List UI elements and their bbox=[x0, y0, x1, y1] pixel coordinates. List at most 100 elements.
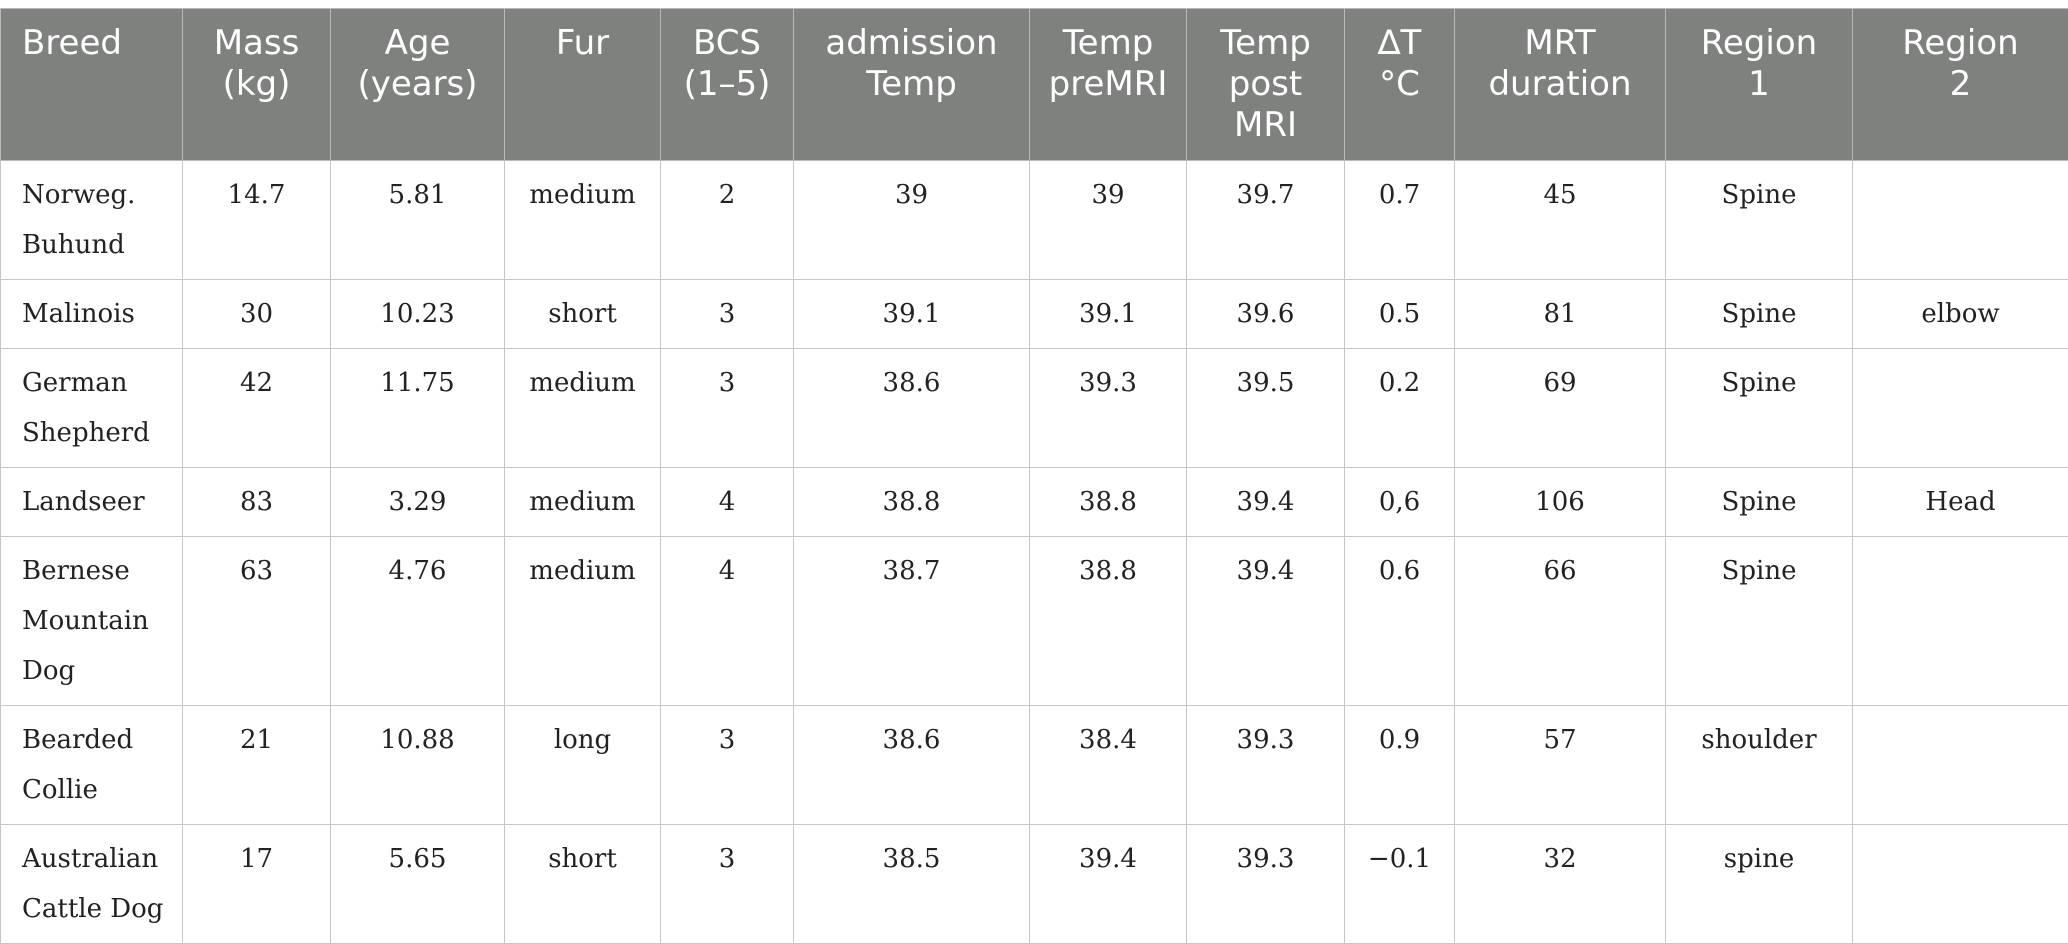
table-cell-temp-postmri: 39.3 bbox=[1187, 825, 1345, 944]
table-cell-breed: German Shepherd bbox=[1, 349, 183, 468]
table-cell-bcs: 3 bbox=[661, 280, 794, 349]
table-cell-mrt-duration: 32 bbox=[1455, 825, 1666, 944]
table-cell-bcs: 4 bbox=[661, 468, 794, 537]
table-cell-region-1: shoulder bbox=[1666, 706, 1853, 825]
column-header-age: Age (years) bbox=[331, 9, 505, 161]
table-cell-temp-premri: 38.8 bbox=[1030, 468, 1187, 537]
table-cell-fur: short bbox=[505, 280, 661, 349]
table-cell-temp-postmri: 39.5 bbox=[1187, 349, 1345, 468]
table-cell-region-1: Spine bbox=[1666, 349, 1853, 468]
table-cell-region-1: spine bbox=[1666, 825, 1853, 944]
table-cell-admission-temp: 39.1 bbox=[794, 280, 1030, 349]
column-header-temp-postmri: Temp post MRI bbox=[1187, 9, 1345, 161]
table-cell-temp-postmri: 39.3 bbox=[1187, 706, 1345, 825]
table-cell-delta-t: 0.2 bbox=[1345, 349, 1455, 468]
table-cell-region-2 bbox=[1853, 161, 2068, 280]
table-cell-breed: Landseer bbox=[1, 468, 183, 537]
table-cell-delta-t: −0.1 bbox=[1345, 825, 1455, 944]
column-header-delta-t: ∆T °C bbox=[1345, 9, 1455, 161]
column-header-temp-premri: Temp preMRI bbox=[1030, 9, 1187, 161]
table-cell-region-2 bbox=[1853, 537, 2068, 706]
table-cell-delta-t: 0.7 bbox=[1345, 161, 1455, 280]
table-cell-bcs: 4 bbox=[661, 537, 794, 706]
table-cell-mass: 21 bbox=[183, 706, 331, 825]
table-cell-region-1: Spine bbox=[1666, 537, 1853, 706]
table-cell-delta-t: 0.9 bbox=[1345, 706, 1455, 825]
table-cell-age: 10.23 bbox=[331, 280, 505, 349]
table-cell-breed: Malinois bbox=[1, 280, 183, 349]
table-cell-region-1: Spine bbox=[1666, 468, 1853, 537]
table-cell-age: 5.81 bbox=[331, 161, 505, 280]
table-cell-fur: medium bbox=[505, 349, 661, 468]
table-cell-mass: 83 bbox=[183, 468, 331, 537]
table-cell-age: 10.88 bbox=[331, 706, 505, 825]
table-cell-temp-premri: 39.3 bbox=[1030, 349, 1187, 468]
table-cell-admission-temp: 39 bbox=[794, 161, 1030, 280]
table-cell-age: 5.65 bbox=[331, 825, 505, 944]
column-header-mrt-duration: MRT duration bbox=[1455, 9, 1666, 161]
table-cell-breed: Bernese Mountain Dog bbox=[1, 537, 183, 706]
table-cell-mrt-duration: 69 bbox=[1455, 349, 1666, 468]
table-cell-fur: medium bbox=[505, 537, 661, 706]
column-header-bcs: BCS (1–5) bbox=[661, 9, 794, 161]
table-cell-breed: Australian Cattle Dog bbox=[1, 825, 183, 944]
column-header-mass: Mass (kg) bbox=[183, 9, 331, 161]
table-cell-breed: Norweg. Buhund bbox=[1, 161, 183, 280]
table-cell-age: 4.76 bbox=[331, 537, 505, 706]
table-cell-region-2: Head bbox=[1853, 468, 2068, 537]
header-row: Breed Mass (kg) Age (years) Fur BCS (1–5… bbox=[1, 9, 2068, 161]
table-cell-region-2 bbox=[1853, 706, 2068, 825]
table-cell-mrt-duration: 57 bbox=[1455, 706, 1666, 825]
table-cell-region-2 bbox=[1853, 825, 2068, 944]
table-cell-bcs: 3 bbox=[661, 706, 794, 825]
table-cell-temp-premri: 38.8 bbox=[1030, 537, 1187, 706]
table-cell-region-1: Spine bbox=[1666, 161, 1853, 280]
table-cell-age: 3.29 bbox=[331, 468, 505, 537]
table-cell-temp-premri: 39.1 bbox=[1030, 280, 1187, 349]
table-cell-temp-postmri: 39.6 bbox=[1187, 280, 1345, 349]
column-header-breed: Breed bbox=[1, 9, 183, 161]
table-cell-bcs: 3 bbox=[661, 825, 794, 944]
table-cell-bcs: 2 bbox=[661, 161, 794, 280]
table-cell-admission-temp: 38.7 bbox=[794, 537, 1030, 706]
table-cell-admission-temp: 38.6 bbox=[794, 349, 1030, 468]
table-cell-temp-premri: 39.4 bbox=[1030, 825, 1187, 944]
table-cell-delta-t: 0,6 bbox=[1345, 468, 1455, 537]
table-cell-fur: medium bbox=[505, 161, 661, 280]
table-cell-mrt-duration: 81 bbox=[1455, 280, 1666, 349]
table-cell-delta-t: 0.6 bbox=[1345, 537, 1455, 706]
table-cell-mass: 17 bbox=[183, 825, 331, 944]
table-cell-temp-premri: 39 bbox=[1030, 161, 1187, 280]
table-cell-fur: long bbox=[505, 706, 661, 825]
table-cell-breed: Bearded Collie bbox=[1, 706, 183, 825]
data-table: Breed Mass (kg) Age (years) Fur BCS (1–5… bbox=[0, 8, 2068, 944]
table-cell-bcs: 3 bbox=[661, 349, 794, 468]
table-cell-region-1: Spine bbox=[1666, 280, 1853, 349]
table-cell-mass: 14.7 bbox=[183, 161, 331, 280]
table-cell-region-2 bbox=[1853, 349, 2068, 468]
table-cell-temp-premri: 38.4 bbox=[1030, 706, 1187, 825]
table-cell-mrt-duration: 45 bbox=[1455, 161, 1666, 280]
table-cell-delta-t: 0.5 bbox=[1345, 280, 1455, 349]
column-header-region-2: Region 2 bbox=[1853, 9, 2068, 161]
table-cell-admission-temp: 38.8 bbox=[794, 468, 1030, 537]
table-cell-temp-postmri: 39.4 bbox=[1187, 537, 1345, 706]
table-cell-region-2: elbow bbox=[1853, 280, 2068, 349]
table-cell-mrt-duration: 66 bbox=[1455, 537, 1666, 706]
column-header-fur: Fur bbox=[505, 9, 661, 161]
column-header-admission-temp: admission Temp bbox=[794, 9, 1030, 161]
table-cell-fur: short bbox=[505, 825, 661, 944]
table-cell-temp-postmri: 39.4 bbox=[1187, 468, 1345, 537]
table-cell-mass: 63 bbox=[183, 537, 331, 706]
table-cell-temp-postmri: 39.7 bbox=[1187, 161, 1345, 280]
table-cell-age: 11.75 bbox=[331, 349, 505, 468]
column-header-region-1: Region 1 bbox=[1666, 9, 1853, 161]
table-cell-admission-temp: 38.5 bbox=[794, 825, 1030, 944]
